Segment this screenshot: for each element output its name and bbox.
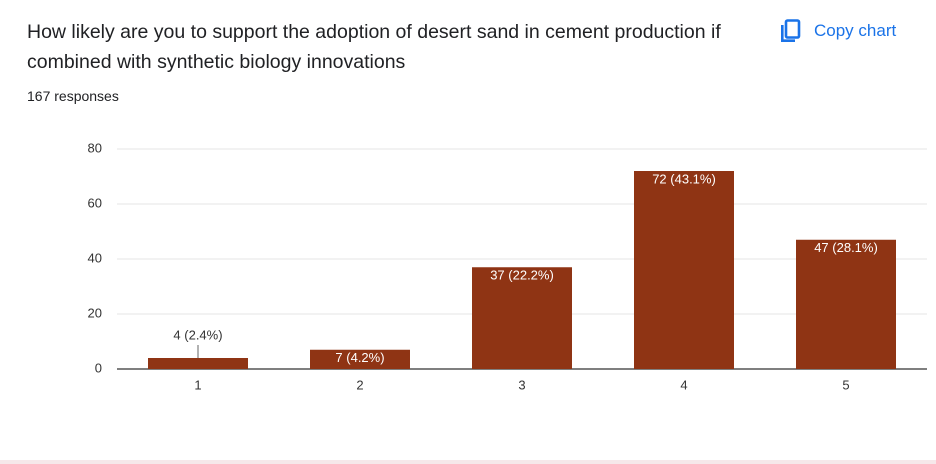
y-tick-label: 80 <box>88 140 102 155</box>
response-count: 167 responses <box>27 88 119 104</box>
data-label: 37 (22.2%) <box>490 268 554 283</box>
x-tick-label: 2 <box>356 377 363 392</box>
data-label: 72 (43.1%) <box>652 171 716 186</box>
copy-icon <box>781 19 801 42</box>
bar <box>472 267 572 369</box>
copy-chart-label[interactable]: Copy chart <box>814 21 897 40</box>
y-tick-label: 0 <box>95 360 102 375</box>
chart-title: How likely are you to support the adopti… <box>27 21 721 73</box>
data-label: 47 (28.1%) <box>814 240 878 255</box>
x-tick-label: 1 <box>194 377 201 392</box>
x-tick-label: 4 <box>680 377 687 392</box>
data-label: 4 (2.4%) <box>173 327 222 342</box>
copy-chart-button[interactable]: Copy chart <box>780 16 896 46</box>
y-tick-label: 20 <box>88 305 102 320</box>
y-tick-label: 60 <box>88 195 102 210</box>
bar <box>310 349 410 369</box>
bar <box>634 171 734 369</box>
bar <box>796 239 896 369</box>
x-tick-label: 5 <box>842 377 849 392</box>
x-tick-label: 3 <box>518 377 525 392</box>
y-tick-label: 40 <box>88 250 102 265</box>
data-label: 7 (4.2%) <box>335 350 384 365</box>
bar <box>148 358 248 369</box>
